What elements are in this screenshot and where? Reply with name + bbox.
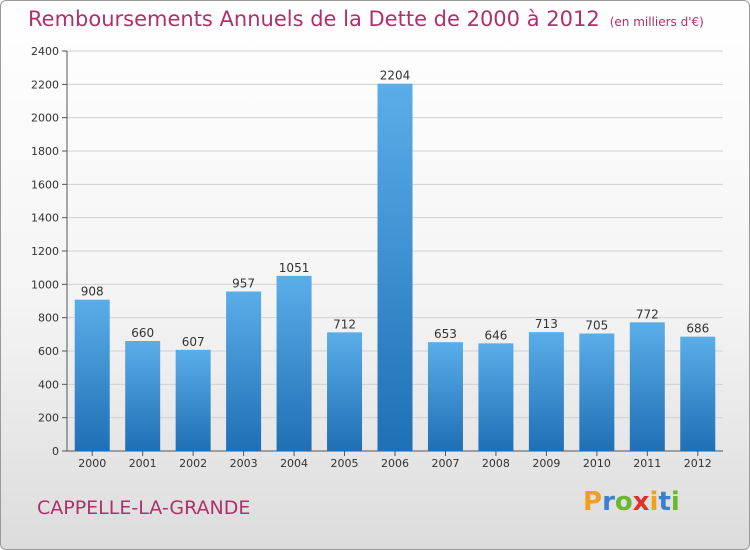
x-tick-label-2007: 2007 [431,457,459,470]
data-label-2007: 653 [434,327,457,341]
x-tick-label-2000: 2000 [78,457,106,470]
logo-letter: i [649,487,659,517]
data-label-2005: 712 [333,317,356,331]
logo-letter: r [602,487,615,517]
bar-2005 [327,332,363,451]
y-tick-label: 200 [38,412,59,425]
y-tick-label: 2400 [31,45,59,58]
y-tick-label: 1400 [31,212,59,225]
bar-2011 [629,322,665,451]
data-label-2010: 705 [585,319,608,333]
x-tick-label-2012: 2012 [684,457,712,470]
data-label-2002: 607 [182,335,205,349]
y-tick-label: 1200 [31,245,59,258]
proxiti-logo: Proxiti [583,487,680,517]
x-tick-label-2002: 2002 [179,457,207,470]
x-tick-label-2008: 2008 [482,457,510,470]
y-tick-label: 2200 [31,78,59,91]
x-tick-label-2011: 2011 [633,457,661,470]
bar-2000 [74,299,110,451]
data-label-2000: 908 [81,285,104,299]
x-tick-label-2009: 2009 [532,457,560,470]
bar-2009 [528,332,564,451]
data-label-2008: 646 [484,328,507,342]
chart-title: Remboursements Annuels de la Dette de 20… [28,7,704,31]
y-tick-label: 1000 [31,278,59,291]
x-tick-label-2010: 2010 [583,457,611,470]
y-tick-label: 1600 [31,178,59,191]
logo-letter: o [614,487,633,517]
x-tick-label-2005: 2005 [331,457,359,470]
logo-letter: P [583,487,603,517]
chart-title-text: Remboursements Annuels de la Dette de 20… [28,7,600,31]
bar-2003 [226,291,262,451]
x-tick-label-2003: 2003 [230,457,258,470]
bar-2008 [478,343,514,451]
data-label-2011: 772 [636,307,659,321]
bar-2012 [680,336,716,451]
y-tick-label: 600 [38,345,59,358]
data-label-2004: 1051 [279,261,310,275]
y-tick-label: 2000 [31,112,59,125]
bar-2007 [427,342,463,451]
y-tick-label: 0 [52,445,59,458]
city-name: CAPPELLE-LA-GRANDE [37,497,251,519]
y-tick-label: 800 [38,312,59,325]
data-label-2006: 2204 [380,69,411,83]
bar-2010 [579,333,615,451]
y-tick-label: 1800 [31,145,59,158]
logo-letter: x [632,487,650,517]
logo-letter: i [670,487,680,517]
bar-2002 [175,349,211,451]
y-tick-label: 400 [38,378,59,391]
data-label-2009: 713 [535,317,558,331]
bar-2006 [377,83,413,452]
x-tick-label-2006: 2006 [381,457,409,470]
data-label-2003: 957 [232,277,255,291]
bar-2004 [276,275,312,451]
data-label-2012: 686 [686,322,709,336]
data-label-2001: 660 [131,326,154,340]
x-tick-label-2001: 2001 [129,457,157,470]
x-tick-label-2004: 2004 [280,457,308,470]
logo-letter: t [658,487,671,517]
chart-unit-note: (en milliers d'€) [609,15,704,29]
bar-2001 [125,341,161,451]
